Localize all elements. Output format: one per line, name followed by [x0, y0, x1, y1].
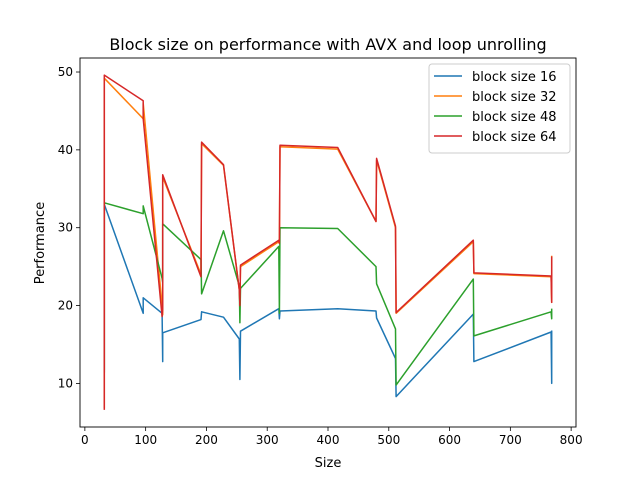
legend-box: [428, 63, 571, 154]
legend-label-1: block size 16: [472, 70, 557, 85]
y-axis-ticks: 10 20 30 40 50: [58, 65, 80, 390]
legend-label-4: block size 64: [472, 130, 557, 145]
y-axis-label: Performance: [33, 202, 48, 284]
x-tick-label: 200: [195, 433, 218, 447]
series-line-1: [103, 203, 553, 398]
x-tick-label: 0: [81, 433, 89, 447]
chart-title: Block size on performance with AVX and l…: [109, 35, 546, 54]
y-tick-label: 50: [58, 65, 73, 79]
y-tick-label: 30: [58, 221, 73, 235]
x-tick-label: 600: [438, 433, 461, 447]
y-tick-label: 20: [58, 299, 73, 313]
legend: block size 16 block size 32 block size 48 b…: [428, 63, 571, 154]
x-axis-ticks: 0 100 200 300 400 500 600 700 800: [81, 427, 583, 447]
x-tick-label: 400: [317, 433, 340, 447]
x-tick-label: 500: [377, 433, 400, 447]
x-axis-label: Size: [315, 456, 342, 471]
x-tick-label: 800: [560, 433, 583, 447]
x-tick-label: 300: [256, 433, 279, 447]
series-line-4: [103, 74, 553, 410]
legend-label-3: block size 48: [472, 110, 557, 125]
series-lines: [103, 74, 553, 410]
legend-label-2: block size 32: [472, 90, 557, 105]
x-tick-label: 100: [134, 433, 157, 447]
x-tick-label: 700: [499, 433, 522, 447]
y-tick-label: 40: [58, 143, 73, 157]
y-tick-label: 10: [58, 376, 73, 390]
